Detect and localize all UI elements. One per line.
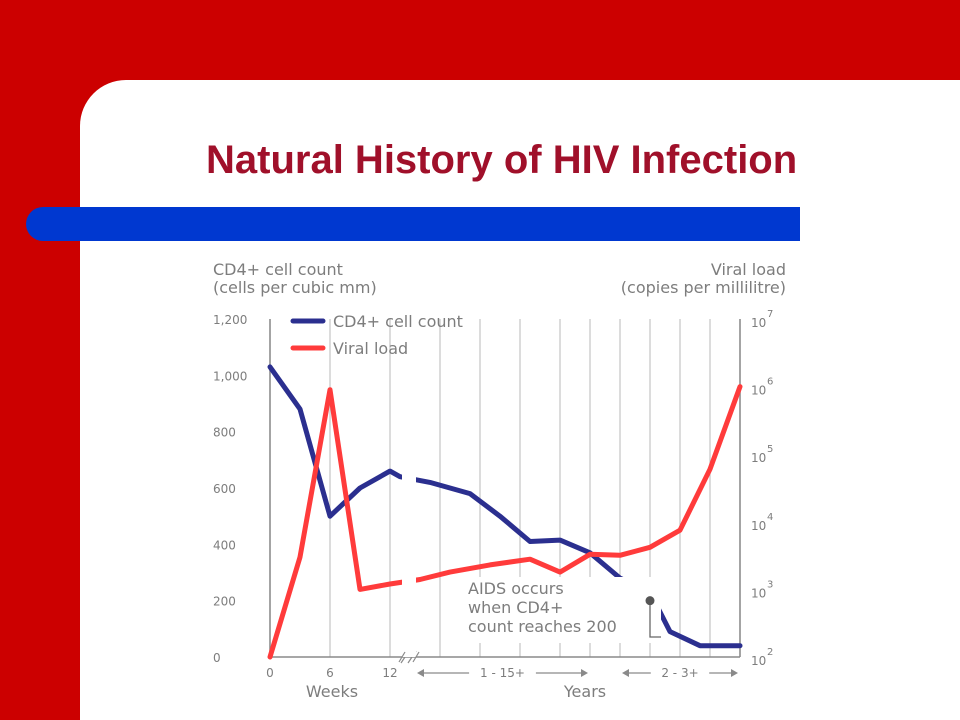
x-range-label: 1 - 15+ — [480, 666, 525, 680]
red-corner-block — [0, 0, 335, 82]
annotation-leader-line — [649, 600, 661, 638]
right-tick-base: 10 — [751, 384, 766, 398]
arrow-left-icon — [417, 669, 424, 677]
annotation-marker — [645, 596, 655, 606]
right-tick-base: 10 — [751, 451, 766, 465]
right-axis-title: Viral load — [711, 260, 786, 279]
annotation-text: when CD4+ — [468, 598, 563, 617]
left-tick-label: 0 — [213, 651, 221, 665]
axis-break-mark — [398, 651, 406, 663]
left-tick-label: 400 — [213, 538, 236, 552]
right-tick-base: 10 — [751, 586, 766, 600]
x-range-label: 2 - 3+ — [661, 666, 698, 680]
left-tick-label: 600 — [213, 482, 236, 496]
right-tick-exponent: 4 — [767, 512, 773, 523]
title-underline-bar — [26, 207, 800, 241]
right-tick-exponent: 2 — [767, 647, 773, 658]
legend-label-viral-load: Viral load — [333, 339, 408, 358]
right-tick-exponent: 5 — [767, 444, 773, 455]
slide-title: Natural History of HIV Infection — [206, 138, 798, 182]
right-tick-base: 10 — [751, 316, 766, 330]
x-group-label: Weeks — [306, 682, 358, 701]
arrow-left-icon — [622, 669, 629, 677]
axis-break-gap — [402, 319, 416, 657]
left-tick-label: 1,000 — [213, 369, 247, 383]
x-tick-label: 12 — [382, 666, 397, 680]
right-tick-exponent: 6 — [767, 377, 773, 388]
annotation-text: count reaches 200 — [468, 617, 617, 636]
viral-load-line — [267, 384, 743, 660]
right-tick-exponent: 7 — [767, 309, 773, 320]
right-tick-base: 10 — [751, 654, 766, 668]
left-axis-title: (cells per cubic mm) — [213, 278, 377, 297]
hiv-natural-history-chart: CD4+ cell count(cells per cubic mm)Viral… — [213, 260, 786, 701]
left-axis-title: CD4+ cell count — [213, 260, 343, 279]
right-axis-title: (copies per millilitre) — [621, 278, 786, 297]
axis-break-mark — [412, 651, 420, 663]
right-tick-base: 10 — [751, 519, 766, 533]
left-tick-label: 800 — [213, 426, 236, 440]
annotation-box — [465, 577, 661, 643]
x-tick-label: 6 — [326, 666, 334, 680]
x-tick-label: 0 — [266, 666, 274, 680]
annotation-text: AIDS occurs — [468, 579, 564, 598]
left-tick-label: 200 — [213, 595, 236, 609]
left-tick-label: 1,200 — [213, 313, 247, 327]
arrow-right-icon — [731, 669, 738, 677]
right-tick-exponent: 3 — [767, 579, 773, 590]
arrow-right-icon — [581, 669, 588, 677]
legend-label-cd4: CD4+ cell count — [333, 312, 463, 331]
x-group-label: Years — [563, 682, 606, 701]
